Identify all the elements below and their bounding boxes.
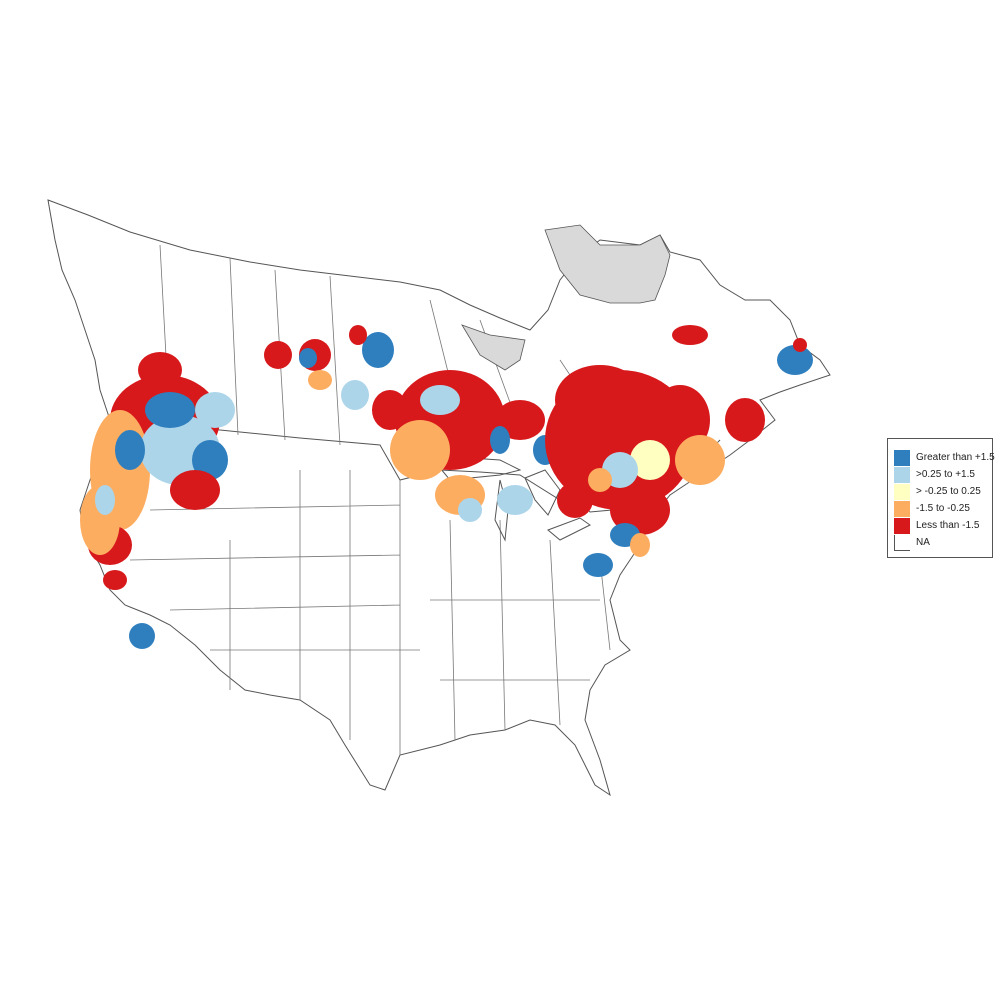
data-patch xyxy=(458,498,482,522)
lake-erie xyxy=(547,517,591,541)
data-patch xyxy=(129,623,155,649)
legend-item: Greater than +1.5 xyxy=(894,449,995,466)
data-patch xyxy=(672,325,708,345)
data-patch xyxy=(630,533,650,557)
data-patch xyxy=(195,392,235,428)
data-patch xyxy=(349,325,367,345)
legend-swatch xyxy=(894,534,910,551)
data-patch xyxy=(675,435,725,485)
legend-label: Less than -1.5 xyxy=(916,520,980,531)
legend-item: NA xyxy=(894,534,930,551)
data-patch xyxy=(583,553,613,577)
continent-outline xyxy=(47,199,831,797)
data-patch xyxy=(777,345,813,375)
data-patch xyxy=(341,380,369,410)
legend-swatch xyxy=(894,449,910,466)
legend-label: >0.25 to +1.5 xyxy=(916,469,975,480)
legend-label: > -0.25 to 0.25 xyxy=(916,486,981,497)
data-patch xyxy=(490,426,510,454)
legend-swatch xyxy=(894,517,910,534)
legend-label: -1.5 to -0.25 xyxy=(916,503,970,514)
lake-huron xyxy=(524,469,561,516)
data-patch xyxy=(630,440,670,480)
na-regions xyxy=(461,224,671,371)
legend-swatch xyxy=(894,483,910,500)
data-patch xyxy=(495,400,545,440)
na-region-hudson xyxy=(461,324,526,371)
data-patch xyxy=(390,420,450,480)
data-patches xyxy=(80,325,813,649)
data-patch xyxy=(170,470,220,510)
legend-swatch xyxy=(894,500,910,517)
data-patch xyxy=(264,341,292,369)
data-patch xyxy=(557,482,593,518)
data-patch xyxy=(299,348,317,368)
data-patch xyxy=(725,398,765,442)
legend-label: Greater than +1.5 xyxy=(916,452,995,463)
legend-item: > -0.25 to 0.25 xyxy=(894,483,981,500)
legend-item: Less than -1.5 xyxy=(894,517,979,534)
data-patch xyxy=(420,385,460,415)
data-patch xyxy=(145,392,195,428)
legend-item: >0.25 to +1.5 xyxy=(894,466,975,483)
data-patch xyxy=(588,468,612,492)
data-patch xyxy=(497,485,533,515)
na-region-labrador xyxy=(544,224,671,304)
data-patch xyxy=(115,430,145,470)
data-patch xyxy=(362,332,394,368)
data-patch xyxy=(138,352,182,388)
legend-swatch xyxy=(894,466,910,483)
legend-item: -1.5 to -0.25 xyxy=(894,500,970,517)
data-patch xyxy=(793,338,807,352)
data-patch xyxy=(103,570,127,590)
data-patch xyxy=(95,485,115,515)
data-patch xyxy=(372,390,408,430)
legend-label: NA xyxy=(916,537,930,548)
data-patch xyxy=(555,365,645,435)
data-patch xyxy=(192,440,228,480)
data-patch xyxy=(610,485,670,535)
data-patch xyxy=(308,370,332,390)
legend: Greater than +1.5 >0.25 to +1.5 > -0.25 to… xyxy=(887,438,995,558)
